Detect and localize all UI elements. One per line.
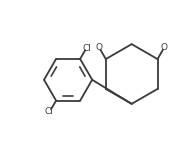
Text: Cl: Cl — [45, 107, 54, 116]
Text: O: O — [161, 43, 168, 52]
Text: Cl: Cl — [83, 44, 92, 53]
Text: O: O — [96, 43, 103, 52]
